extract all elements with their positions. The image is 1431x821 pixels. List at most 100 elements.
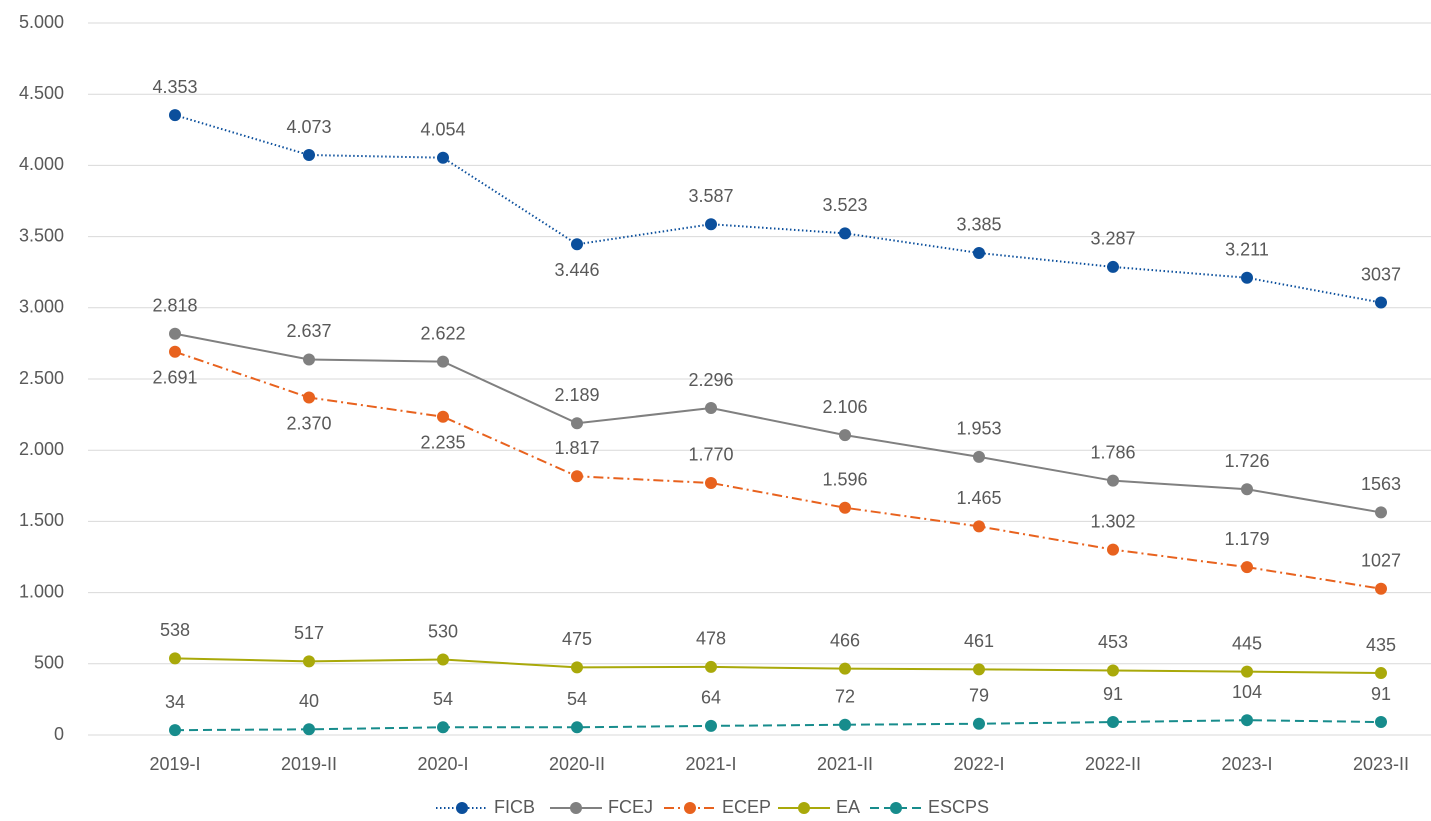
data-label: 3.211 [1225,240,1269,260]
data-point [303,655,315,668]
x-tick-label: 2023-I [1221,754,1272,774]
data-label: 91 [1103,684,1123,704]
data-point [1241,714,1253,727]
data-point [571,470,583,483]
data-label: 1.465 [956,488,1001,508]
data-point [839,227,851,240]
data-label: 1.179 [1224,529,1269,549]
data-point [973,520,985,533]
x-tick-label: 2021-I [685,754,736,774]
data-label: 1563 [1361,474,1401,494]
series-line [174,719,1382,732]
data-point [839,501,851,514]
data-point [839,718,851,731]
y-tick-label: 4.500 [19,83,64,103]
data-label: 1027 [1361,551,1401,571]
data-label: 517 [294,623,324,643]
data-point [1241,271,1253,284]
data-label: 2.622 [420,323,465,343]
y-tick-label: 5.000 [19,12,64,32]
data-label: 461 [964,631,994,651]
data-point [169,327,181,340]
data-label: 3.587 [688,186,733,206]
data-point [169,345,181,358]
legend-marker [798,802,810,814]
y-tick-label: 500 [34,653,64,673]
data-point [1375,667,1387,680]
data-label: 2.370 [286,413,331,433]
data-point [169,109,181,122]
data-label: 475 [562,629,592,649]
data-point [303,391,315,404]
data-label: 445 [1232,633,1262,653]
x-tick-label: 2019-II [281,754,337,774]
legend-label: ESCPS [928,797,989,817]
data-point [437,410,449,423]
data-point [1107,664,1119,677]
data-point [1241,561,1253,574]
legend-label: FCEJ [608,797,653,817]
legend-label: EA [836,797,860,817]
data-label: 1.726 [1224,451,1269,471]
legend-label: ECEP [722,797,771,817]
series-line [174,332,1382,514]
data-point [705,660,717,673]
data-label: 3.523 [822,195,867,215]
x-tick-label: 2022-II [1085,754,1141,774]
data-label: 1.770 [688,445,733,465]
data-label: 72 [835,686,855,706]
legend-marker [570,802,582,814]
data-point [839,429,851,442]
data-label: 2.106 [822,397,867,417]
data-label: 3.446 [554,260,599,280]
data-point [705,719,717,732]
x-tick-label: 2021-II [817,754,873,774]
data-label: 466 [830,630,860,650]
data-label: 3037 [1361,264,1401,284]
data-label: 4.054 [420,119,465,139]
data-label: 64 [701,688,721,708]
data-point [1375,296,1387,309]
data-label: 435 [1366,635,1396,655]
data-label: 91 [1371,684,1391,704]
data-point [1375,716,1387,729]
data-label: 538 [160,620,190,640]
legend-label: FICB [494,797,535,817]
data-label: 3.287 [1090,229,1135,249]
data-point [1241,665,1253,678]
data-label: 104 [1232,682,1262,702]
y-tick-label: 1.500 [19,510,64,530]
data-point [437,355,449,368]
data-point [1107,474,1119,487]
series-line [174,114,1382,304]
data-label: 54 [567,689,587,709]
data-point [705,402,717,415]
data-label: 79 [969,686,989,706]
x-tick-label: 2019-I [149,754,200,774]
x-tick-label: 2023-II [1353,754,1409,774]
data-label: 4.073 [286,117,331,137]
data-point [839,662,851,675]
data-point [169,724,181,737]
data-point [571,661,583,674]
data-label: 4.353 [152,77,197,97]
data-point [169,652,181,665]
data-point [437,653,449,666]
data-label: 1.596 [822,469,867,489]
data-point [1375,506,1387,519]
y-tick-label: 2.500 [19,368,64,388]
data-point [1375,582,1387,595]
data-label: 1.953 [956,419,1001,439]
data-label: 34 [165,692,185,712]
y-tick-label: 3.500 [19,225,64,245]
data-point [1107,260,1119,273]
data-point [303,149,315,162]
y-tick-label: 3.000 [19,297,64,317]
y-tick-label: 4.000 [19,154,64,174]
data-point [1107,716,1119,729]
x-tick-label: 2022-I [953,754,1004,774]
legend-marker [684,802,696,814]
data-label: 530 [428,621,458,641]
data-point [303,723,315,736]
data-label: 1.302 [1090,511,1135,531]
